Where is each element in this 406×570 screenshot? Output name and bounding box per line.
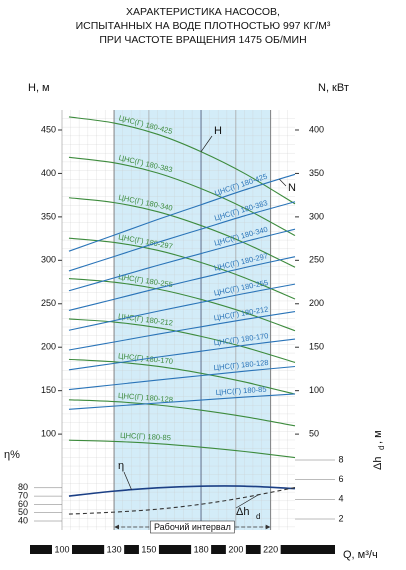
leader [123, 471, 132, 490]
dh-label-sub: d [377, 446, 386, 450]
npsh-annotation: Δh [236, 506, 249, 518]
eta-tick-label: 40 [18, 515, 28, 525]
x-tick-bg [225, 543, 246, 556]
npsh-annotation-sub: d [256, 512, 260, 521]
leader [200, 135, 213, 152]
curve-label: ЦНС(Г) 180-85 [215, 385, 266, 397]
power-curve [68, 283, 296, 331]
y2-tick-label: 300 [309, 211, 324, 221]
x-tick-bg [191, 543, 212, 556]
dh-axis-label: Δh d , м [372, 430, 386, 470]
curve-label: ЦНС(Г) 180-85 [120, 431, 171, 443]
title-line: ПРИ ЧАСТОТЕ ВРАЩЕНИЯ 1475 ОБ/МИН [99, 34, 306, 46]
dh-label-main: Δh [372, 457, 384, 470]
x-tick-label: 220 [263, 544, 278, 554]
power-curve [68, 228, 296, 292]
y-tick-label: 150 [41, 385, 56, 395]
power-curve [68, 393, 296, 410]
x-tick-label: 100 [54, 544, 69, 554]
head-curve [68, 197, 296, 268]
x-tick-bg [138, 543, 159, 556]
interval-label: Рабочий интервал [154, 522, 231, 532]
head-curve [68, 439, 296, 459]
y2-tick-label: 50 [309, 428, 319, 438]
x-axis-bar [30, 545, 335, 554]
y-tick-label: 250 [41, 298, 56, 308]
title-line: ИСПЫТАННЫХ НА ВОДЕ ПЛОТНОСТЬЮ 997 КГ/М³ [76, 20, 331, 32]
dh-label-unit: , м [372, 430, 384, 444]
y2-tick-label: 350 [309, 168, 324, 178]
power-curve [68, 311, 296, 351]
title-line: ХАРАКТЕРИСТИКА НАСОСОВ, [126, 6, 280, 18]
eta-annotation: η [118, 460, 124, 472]
head-annotation: H [214, 125, 222, 137]
power-curve [68, 173, 296, 252]
x-tick-bg [104, 543, 125, 556]
interval-box [150, 520, 235, 534]
y2-axis-label: N, кВт [318, 82, 349, 94]
power-curve [68, 201, 296, 272]
efficiency-curve [68, 485, 296, 497]
head-curve [68, 278, 296, 332]
head-curve [68, 358, 296, 395]
head-curve [68, 116, 296, 205]
x-tick-bg [260, 543, 281, 556]
leader [235, 494, 259, 509]
eta-tick-label: 70 [18, 490, 28, 500]
power-curve [68, 338, 296, 371]
y-tick-label: 100 [41, 428, 56, 438]
y-tick-label: 300 [41, 255, 56, 265]
leader [279, 178, 287, 187]
x-axis-label: Q, м³/ч [343, 549, 378, 561]
head-curve [68, 237, 296, 300]
head-curve [68, 399, 296, 427]
dh-tick-label: 8 [338, 454, 343, 464]
y2-tick-label: 150 [309, 342, 324, 352]
eta-axis-label: η% [4, 449, 20, 461]
x-tick-label: 200 [228, 544, 243, 554]
x-tick-label: 180 [194, 544, 209, 554]
x-tick-label: 150 [141, 544, 156, 554]
y-axis-label: H, м [28, 82, 50, 94]
y2-tick-label: 250 [309, 255, 324, 265]
dh-tick-label: 6 [338, 474, 343, 484]
y-tick-label: 450 [41, 124, 56, 134]
curve-label: ЦНС(Г) 180-128 [118, 391, 174, 404]
y2-tick-label: 400 [309, 124, 324, 134]
y-tick-label: 200 [41, 342, 56, 352]
y2-tick-label: 200 [309, 298, 324, 308]
power-annotation: N [288, 182, 296, 194]
eta-tick-label: 80 [18, 482, 28, 492]
dh-tick-label: 2 [338, 513, 343, 523]
y-tick-label: 400 [41, 168, 56, 178]
dh-tick-label: 4 [338, 494, 343, 504]
head-curve [68, 156, 296, 237]
eta-tick-label: 60 [18, 499, 28, 509]
x-tick-label: 130 [107, 544, 122, 554]
x-tick-bg [52, 543, 72, 556]
eta-tick-label: 50 [18, 507, 28, 517]
power-curve [68, 256, 296, 311]
y2-tick-label: 100 [309, 385, 324, 395]
y-tick-label: 350 [41, 211, 56, 221]
power-curve [68, 365, 296, 391]
